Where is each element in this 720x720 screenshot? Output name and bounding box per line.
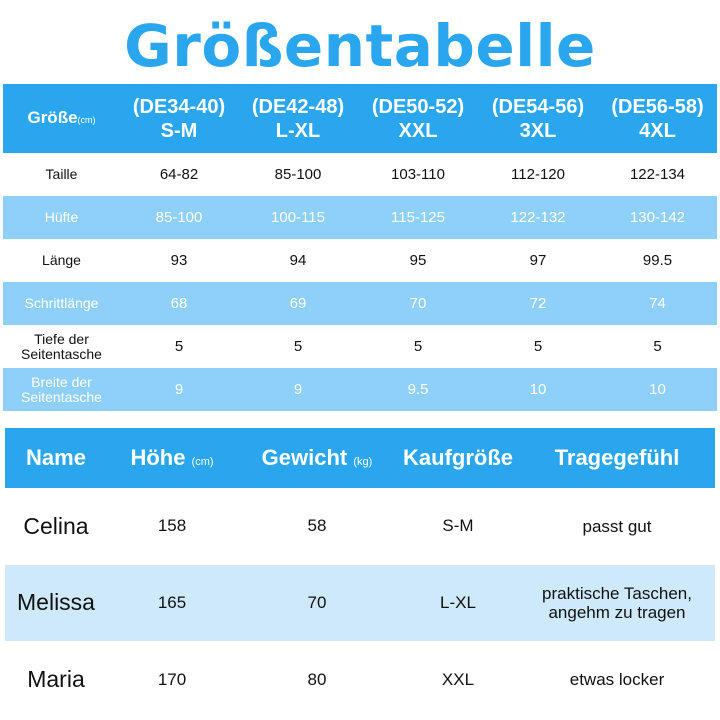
- customer-row: Maria 170 80 XXL etwas locker: [5, 641, 715, 718]
- table-cell: 64-82: [120, 153, 238, 196]
- customer-height: 170: [107, 641, 237, 718]
- table-cell: 68: [120, 282, 238, 325]
- table-cell: 9.5: [358, 368, 478, 411]
- table-cell: 115-125: [358, 196, 478, 239]
- row-label: Hüfte: [3, 196, 120, 239]
- size-range: (DE54-56): [491, 95, 585, 118]
- row-label: Breite der Seitentasche: [3, 368, 120, 411]
- customer-row: Melissa 165 70 L-XL praktische Taschen, …: [5, 564, 715, 642]
- table-cell: 100-115: [238, 196, 358, 239]
- size-row-huefte: Hüfte 85-100 100-115 115-125 122-132 130…: [3, 196, 717, 239]
- customer-weight: 80: [237, 641, 397, 718]
- table-cell: 85-100: [238, 153, 358, 196]
- table-cell: 10: [598, 368, 717, 411]
- size-range: (DE50-52): [371, 95, 465, 118]
- table-cell: 10: [478, 368, 598, 411]
- size-column-header: (DE56-58) 4XL: [598, 84, 717, 153]
- customer-size: S-M: [397, 488, 519, 565]
- row-label: Tiefe der Seitentasche: [3, 325, 120, 368]
- page-title: Größentabelle: [124, 12, 596, 80]
- customer-height: 165: [107, 564, 237, 642]
- customer-name: Celina: [5, 488, 107, 565]
- customer-row: Celina 158 58 S-M passt gut: [5, 488, 715, 565]
- customer-feel: etwas locker: [519, 641, 715, 718]
- customer-size: L-XL: [397, 564, 519, 642]
- table-cell: 9: [238, 368, 358, 411]
- table-cell: 99.5: [598, 239, 717, 282]
- row-label: Länge: [3, 239, 120, 282]
- size-row-laenge: Länge 93 94 95 97 99.5: [3, 239, 717, 282]
- header-weight: Gewicht (kg): [237, 428, 397, 488]
- table-cell: 95: [358, 239, 478, 282]
- table-cell: 122-134: [598, 153, 717, 196]
- table-cell: 94: [238, 239, 358, 282]
- customer-feel: praktische Taschen, angehm zu tragen: [519, 564, 715, 642]
- size-code: L-XL: [275, 119, 321, 142]
- size-range: (DE56-58): [611, 95, 704, 118]
- customer-height: 158: [107, 488, 237, 565]
- size-column-header: (DE34-40) S-M: [120, 84, 238, 153]
- table-cell: 74: [598, 282, 717, 325]
- customer-size: XXL: [397, 641, 519, 718]
- customer-weight: 70: [237, 564, 397, 642]
- table-cell: 112-120: [478, 153, 598, 196]
- header-height: Höhe (cm): [107, 428, 237, 488]
- corner-unit: (cm): [77, 114, 96, 125]
- header-feel: Tragegefühl: [519, 428, 715, 488]
- table-cell: 130-142: [598, 196, 717, 239]
- size-row-tiefe-seitentasche: Tiefe der Seitentasche 5 5 5 5 5: [3, 325, 717, 368]
- customer-fit-table: Name Höhe (cm) Gewicht (kg) Kaufgröße Tr…: [5, 428, 715, 718]
- row-label: Schrittlänge: [3, 282, 120, 325]
- header-height-unit: (cm): [191, 456, 214, 468]
- size-code: XXL: [398, 119, 438, 142]
- size-chart-corner-header: Größe(cm): [3, 84, 120, 153]
- size-range: (DE34-40): [132, 95, 226, 118]
- size-code: 3XL: [519, 119, 557, 142]
- customer-feel: passt gut: [519, 488, 715, 565]
- customer-header-row: Name Höhe (cm) Gewicht (kg) Kaufgröße Tr…: [5, 428, 715, 488]
- size-column-header: (DE50-52) XXL: [358, 84, 478, 153]
- row-label: Taille: [3, 153, 120, 196]
- customer-weight: 58: [237, 488, 397, 565]
- table-cell: 97: [478, 239, 598, 282]
- table-cell: 70: [358, 282, 478, 325]
- table-cell: 85-100: [120, 196, 238, 239]
- table-cell: 5: [358, 325, 478, 368]
- customer-name: Melissa: [5, 564, 107, 642]
- size-chart-header-row: Größe(cm) (DE34-40) S-M (DE42-48) L-XL (DE…: [3, 84, 717, 153]
- table-cell: 5: [478, 325, 598, 368]
- header-size: Kaufgröße: [397, 428, 519, 488]
- size-row-schrittlaenge: Schrittlänge 68 69 70 72 74: [3, 282, 717, 325]
- size-chart-table: Größe(cm) (DE34-40) S-M (DE42-48) L-XL (DE…: [3, 84, 717, 411]
- size-column-header: (DE54-56) 3XL: [478, 84, 598, 153]
- table-cell: 5: [120, 325, 238, 368]
- size-row-taille: Taille 64-82 85-100 103-110 112-120 122-…: [3, 153, 717, 196]
- table-cell: 5: [238, 325, 358, 368]
- table-cell: 69: [238, 282, 358, 325]
- size-code: 4XL: [639, 119, 676, 142]
- table-cell: 9: [120, 368, 238, 411]
- size-row-breite-seitentasche: Breite der Seitentasche 9 9 9.5 10 10: [3, 368, 717, 411]
- size-range: (DE42-48): [251, 95, 345, 118]
- table-cell: 5: [598, 325, 717, 368]
- customer-name: Maria: [5, 641, 107, 718]
- table-cell: 122-132: [478, 196, 598, 239]
- table-cell: 103-110: [358, 153, 478, 196]
- table-cell: 93: [120, 239, 238, 282]
- corner-label: Größe: [27, 107, 78, 127]
- header-height-label: Höhe: [130, 445, 186, 470]
- header-weight-label: Gewicht: [261, 445, 348, 470]
- size-column-header: (DE42-48) L-XL: [238, 84, 358, 153]
- header-weight-unit: (kg): [353, 456, 373, 468]
- size-code: S-M: [160, 119, 198, 142]
- header-name: Name: [5, 428, 107, 488]
- table-cell: 72: [478, 282, 598, 325]
